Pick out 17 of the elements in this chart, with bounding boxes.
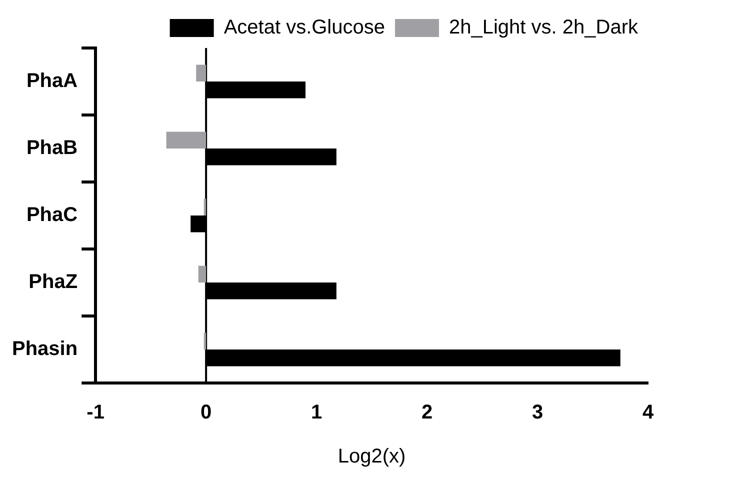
bar <box>196 64 206 82</box>
legend-label: 2h_Light vs. 2h_Dark <box>448 16 639 39</box>
y-tick-label: PhaA <box>26 70 78 92</box>
x-axis-title: Log2(x) <box>338 446 406 468</box>
x-tick-label: 2 <box>421 402 433 424</box>
x-tick-label: 0 <box>200 402 212 424</box>
y-tick-label: PhaZ <box>28 271 78 294</box>
y-tick-label: Phasin <box>12 338 78 360</box>
x-tick-label: -1 <box>86 402 104 424</box>
legend-label: Acetat vs.Glucose <box>224 16 385 39</box>
y-tick-label: PhaB <box>26 137 78 160</box>
bar <box>166 132 206 148</box>
x-tick-label: 1 <box>310 402 322 424</box>
bar <box>198 266 206 282</box>
x-tick-label: 3 <box>532 402 544 424</box>
x-tick-label: 4 <box>642 402 654 424</box>
y-tick-label: PhaC <box>26 204 78 226</box>
